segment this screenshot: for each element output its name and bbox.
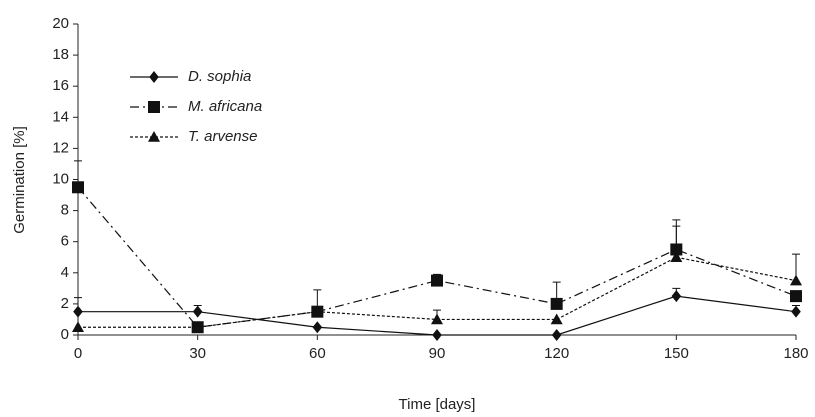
data-point [431, 313, 443, 325]
series-line [77, 186, 797, 328]
y-tick-label: 0 [61, 326, 69, 343]
legend-marker [148, 101, 160, 113]
legend-marker [148, 131, 160, 142]
data-point [431, 274, 443, 287]
data-point [312, 321, 323, 334]
data-point [550, 297, 563, 310]
data-point [791, 305, 801, 318]
data-point [311, 305, 324, 317]
x-tick-label: 30 [189, 345, 206, 362]
y-tick-label: 10 [52, 170, 69, 187]
x-tick-label: 90 [429, 345, 446, 362]
x-tick-label: 180 [783, 345, 808, 362]
x-tick-label: 60 [309, 345, 326, 362]
data-point [670, 251, 683, 263]
data-point [191, 321, 204, 333]
legend-text: D. sophia [188, 68, 251, 85]
y-tick-label: 2 [61, 295, 69, 312]
y-tick-label: 16 [52, 77, 69, 94]
legend-marker [149, 71, 159, 83]
y-tick-label: 8 [61, 202, 69, 219]
data-point [72, 321, 84, 333]
y-tick-label: 4 [61, 264, 69, 281]
y-tick-label: 12 [52, 139, 69, 156]
y-tick-label: 14 [52, 108, 69, 125]
x-tick-label: 0 [74, 345, 82, 362]
data-point [73, 305, 83, 318]
data-point [72, 181, 84, 194]
x-tick-label: 150 [664, 345, 689, 362]
data-point [790, 290, 802, 303]
data-point [790, 274, 802, 286]
y-tick-label: 18 [52, 46, 69, 63]
data-point [551, 329, 562, 341]
legend-text: M. africana [188, 98, 262, 115]
data-point [432, 329, 442, 341]
x-tick-label: 120 [544, 345, 569, 362]
y-tick-label: 6 [61, 233, 69, 250]
y-tick-label: 20 [52, 15, 69, 32]
y-axis-label: Germination [%] [11, 126, 28, 234]
x-axis-label: Time [days] [399, 396, 476, 413]
data-point [192, 305, 203, 318]
data-point [550, 313, 563, 325]
data-point [671, 290, 682, 303]
legend-text: T. arvense [188, 128, 258, 145]
